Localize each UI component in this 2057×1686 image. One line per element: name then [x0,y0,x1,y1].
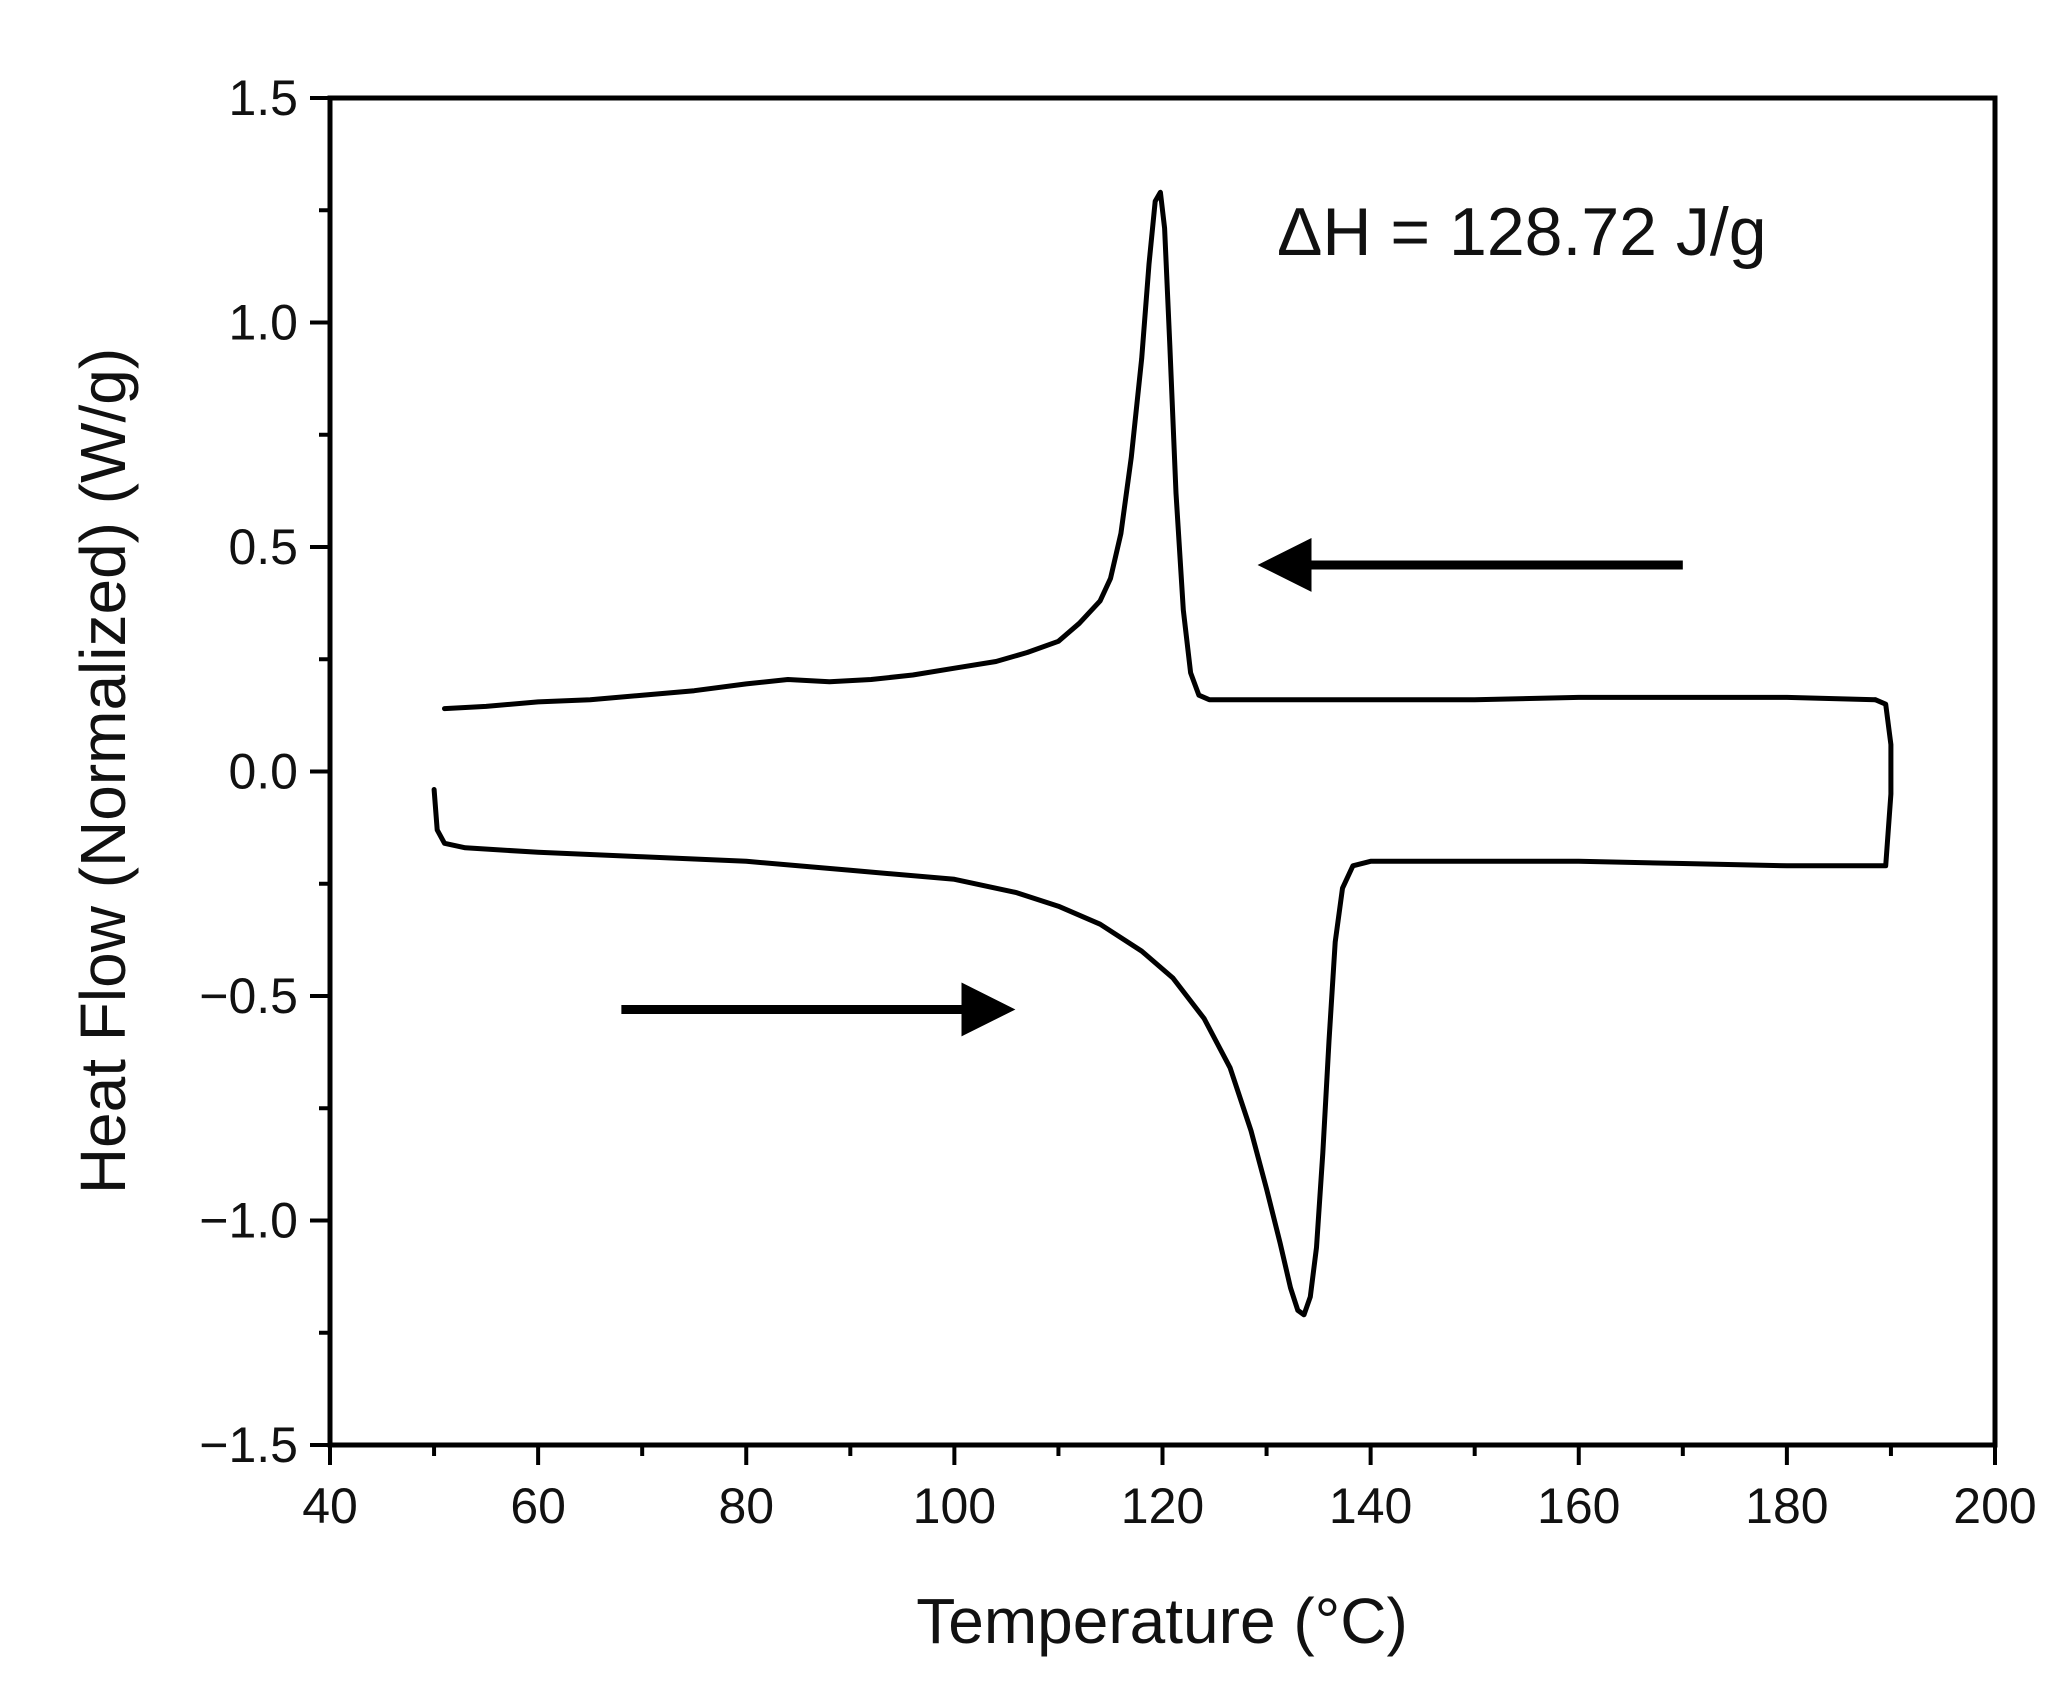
y-tick-label: 0.0 [228,744,298,800]
enthalpy-annotation: ΔH = 128.72 J/g [1277,194,1767,270]
y-tick-label: −0.5 [199,968,298,1024]
y-tick-label: 1.5 [228,70,298,126]
x-axis-title: Temperature (°C) [916,1585,1408,1657]
x-tick-label: 40 [302,1478,358,1534]
x-tick-label: 200 [1953,1478,2036,1534]
y-tick-label: −1.5 [199,1417,298,1473]
series-line-cooling [442,189,1878,712]
x-tick-label: 140 [1329,1478,1412,1534]
x-tick-label: 60 [510,1478,566,1534]
x-tick-label: 160 [1537,1478,1620,1534]
y-axis-title: Heat Flow (Normalized) (W/g) [67,348,139,1194]
plot-frame [327,95,1998,1448]
axis-tick-labels: 40 60 80 100 120 140 160 180 200 −1.5 −1.0 −0.5 0.0 0… [199,70,2036,1534]
x-tick-label: 80 [718,1478,774,1534]
y-tick-label: 1.0 [228,295,298,351]
arrow-layer [621,537,1683,1037]
series-line-heating [431,697,1894,1318]
axis-ticks [310,96,1997,1465]
y-tick-label: −1.0 [199,1193,298,1249]
series-layer [431,189,1894,1318]
y-tick-label: 0.5 [228,519,298,575]
x-tick-label: 180 [1745,1478,1828,1534]
x-tick-label: 120 [1121,1478,1204,1534]
x-tick-label: 100 [913,1478,996,1534]
